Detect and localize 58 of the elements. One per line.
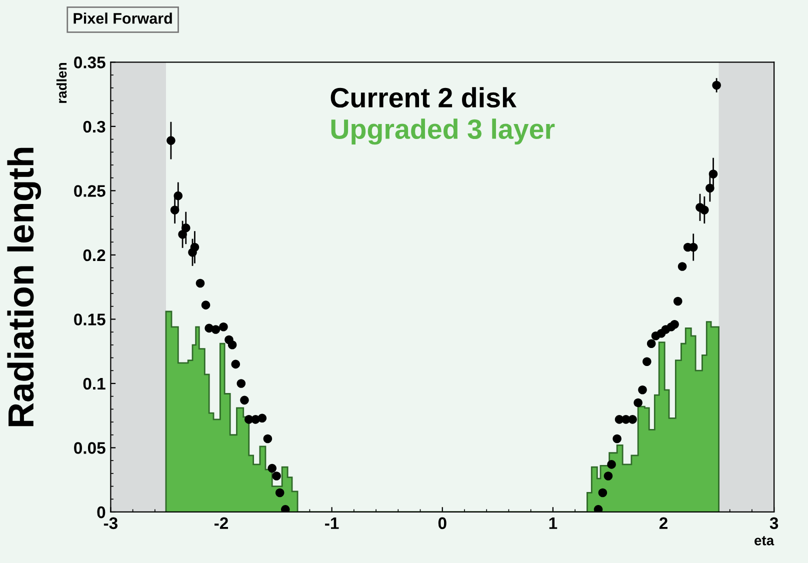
y-axis-title: Radiation length [7, 148, 42, 426]
point [670, 320, 679, 329]
point [240, 396, 249, 405]
point [211, 325, 220, 334]
point [228, 340, 237, 350]
point [638, 386, 647, 394]
y-tick-label: 0.3 [83, 120, 106, 133]
x-tick-label: -2 [214, 517, 228, 529]
y-tick-label: 0.35 [74, 56, 106, 68]
x-tick-label: 2 [659, 517, 668, 529]
point [196, 278, 205, 288]
point [174, 191, 183, 200]
point [258, 414, 267, 423]
point [673, 296, 682, 306]
point [678, 262, 687, 271]
point [219, 322, 228, 332]
x-tick-label: 1 [549, 517, 558, 529]
point [646, 339, 656, 348]
point [712, 80, 721, 90]
point [280, 505, 290, 512]
x-tick-label: -3 [104, 517, 118, 530]
y-tick-label: 0.05 [74, 442, 106, 454]
point [268, 464, 277, 473]
point [178, 230, 187, 239]
point [604, 472, 613, 480]
text: Current 2 disk [330, 87, 516, 108]
x-tick-label: 0 [438, 517, 446, 530]
point [170, 206, 180, 214]
x-axis-title: eta [754, 536, 774, 546]
point [272, 472, 281, 480]
text: radlen [56, 63, 67, 103]
point [634, 398, 642, 408]
point [598, 488, 608, 498]
point [642, 357, 652, 366]
point [706, 184, 714, 192]
x-tick-label: 3 [770, 517, 778, 530]
point [190, 242, 200, 252]
point [708, 170, 718, 178]
y-tick-label: 0.2 [83, 249, 106, 262]
text: Upgraded 3 layer [331, 118, 555, 145]
y-tick-label: 0.15 [74, 314, 106, 326]
point [263, 434, 272, 444]
y-tick-label: 0.25 [74, 185, 106, 197]
point [201, 300, 210, 310]
point [607, 460, 616, 469]
x-tick-label: -1 [325, 517, 339, 529]
y-tick-label: 0.1 [83, 378, 106, 390]
point [275, 488, 284, 498]
point [231, 360, 240, 369]
point [236, 379, 246, 388]
point [628, 415, 637, 424]
chart-title: Pixel Forward [74, 12, 172, 24]
point [166, 136, 176, 145]
point [700, 206, 709, 214]
point [612, 434, 622, 444]
y-tick-label: 0 [97, 506, 106, 518]
point [594, 505, 603, 512]
point [181, 224, 190, 232]
